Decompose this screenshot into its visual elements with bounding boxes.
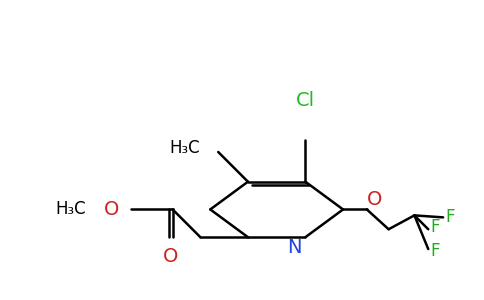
Text: F: F: [445, 208, 454, 226]
Text: N: N: [287, 238, 302, 256]
Text: Cl: Cl: [296, 91, 315, 110]
Text: F: F: [430, 218, 440, 236]
Text: O: O: [104, 200, 119, 219]
Text: F: F: [430, 242, 440, 260]
Text: H₃C: H₃C: [170, 139, 200, 157]
Text: H₃C: H₃C: [56, 200, 87, 218]
Text: O: O: [163, 248, 179, 266]
Text: O: O: [367, 190, 382, 209]
